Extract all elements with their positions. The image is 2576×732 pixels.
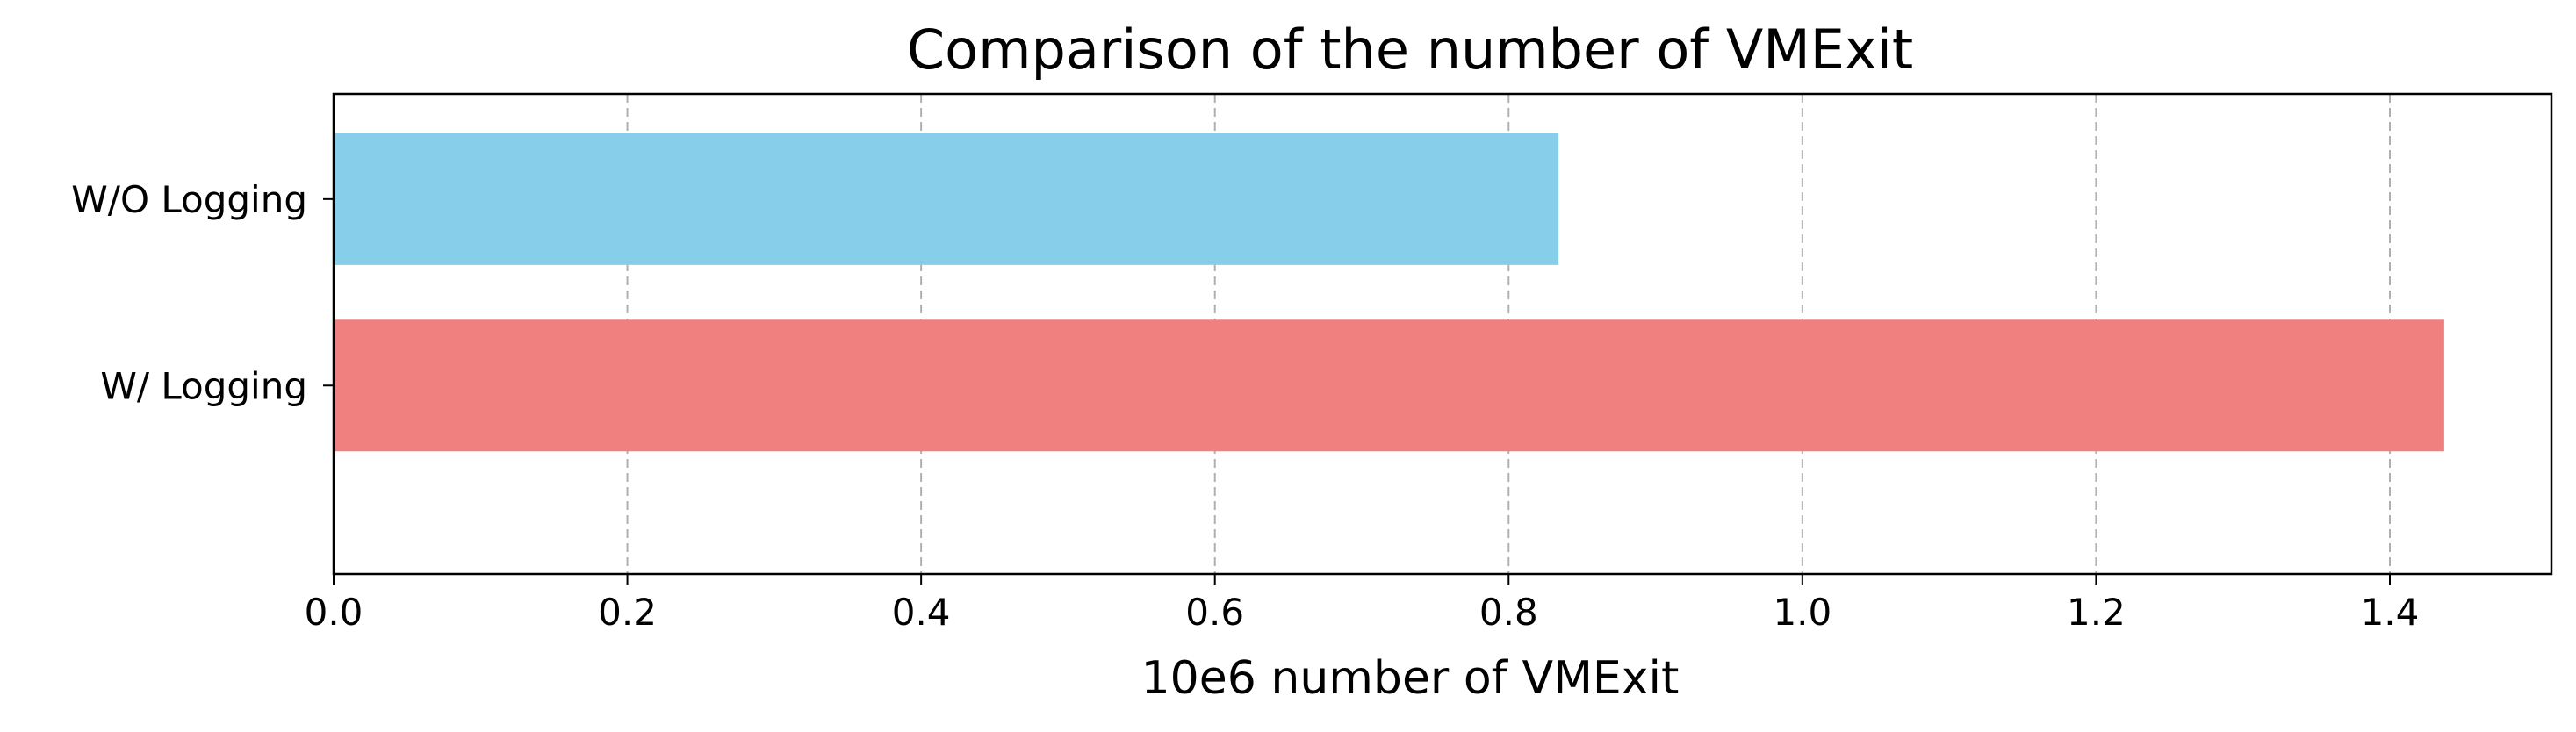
x-tick-label: 1.0 [1773, 591, 1831, 634]
chart-title: Comparison of the number of VMExit [907, 18, 1913, 82]
plot-area-frame [332, 92, 2553, 576]
x-tick-label: 0.4 [892, 591, 951, 634]
x-tick-label: 0.0 [305, 591, 363, 634]
bars [334, 133, 2444, 452]
y-tick-label: W/O Logging [71, 178, 307, 221]
x-tick-label: 1.2 [2067, 591, 2126, 634]
bar-2 [334, 319, 2444, 452]
x-axis-ticks: 0.0 0.2 0.4 0.6 0.8 1.0 1.2 1.4 [305, 574, 2420, 634]
x-axis-label: 10e6 number of VMExit [1141, 652, 1680, 705]
y-axis-ticks: W/O Logging W/ Logging [71, 178, 334, 407]
x-tick-label: 0.2 [598, 591, 657, 634]
y-tick-label: W/ Logging [100, 364, 307, 407]
x-tick-label: 0.8 [1479, 591, 1538, 634]
x-tick-label: 0.6 [1185, 591, 1244, 634]
bar-1 [334, 133, 1559, 265]
x-tick-label: 1.4 [2361, 591, 2420, 634]
